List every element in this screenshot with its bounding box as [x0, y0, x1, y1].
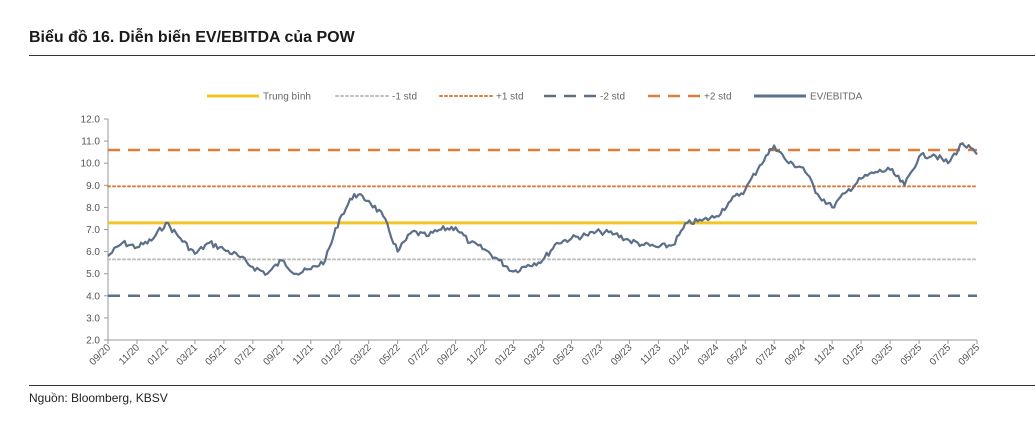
- x-tick-label: 03/25: [870, 342, 896, 368]
- x-tick-label: 07/24: [754, 342, 780, 368]
- x-tick-label: 01/23: [493, 342, 519, 368]
- legend-label: +2 std: [704, 92, 732, 103]
- chart-axes: 2.0 3.0 4.0 5.0 6.0 7.0 8.0 9.0 10.0 11.0 12.0 09/2…: [81, 115, 983, 368]
- x-tick-label: 07/25: [928, 342, 954, 368]
- x-tick-label: 05/24: [725, 342, 751, 368]
- source-note: Nguồn: Bloomberg, KBSV: [29, 391, 168, 405]
- y-tick-label: 8.0: [86, 203, 100, 214]
- series-layer: [107, 142, 978, 276]
- ev-ebitda-series-line: [107, 142, 978, 276]
- x-tick-label: 03/23: [522, 342, 548, 368]
- x-tick-label: 11/23: [639, 342, 664, 367]
- x-tick-label: 11/20: [117, 342, 142, 367]
- x-tick-label: 11/24: [812, 342, 837, 367]
- x-tick-label: 05/22: [377, 342, 403, 368]
- x-tick-label: 07/21: [232, 342, 258, 368]
- legend-label: -1 std: [392, 92, 417, 103]
- x-tick-label: 03/22: [348, 342, 374, 368]
- x-tick-label: 01/24: [667, 342, 693, 368]
- x-tick-label: 09/22: [435, 342, 461, 368]
- title-divider: [29, 55, 1035, 56]
- legend-label: -2 std: [600, 92, 625, 103]
- x-tick-label: 07/23: [580, 342, 606, 368]
- x-tick-label: 01/25: [841, 342, 867, 368]
- y-tick-label: 3.0: [86, 313, 100, 324]
- y-tick-label: 5.0: [86, 269, 100, 280]
- x-tick-label: 11/21: [291, 342, 316, 367]
- x-tick-label: 07/22: [406, 342, 432, 368]
- x-tick-label: 01/21: [146, 342, 172, 368]
- ev-ebitda-chart: Trung bình -1 std +1 std -2 std +2 std EV/EBI…: [81, 92, 983, 368]
- chart-title: Biểu đồ 16. Diễn biến EV/EBITDA của POW: [29, 29, 355, 46]
- x-tick-label: 09/24: [783, 342, 809, 368]
- y-tick-label: 10.0: [81, 159, 101, 170]
- y-tick-label: 4.0: [86, 291, 100, 302]
- x-tick-label: 03/24: [696, 342, 722, 368]
- x-tick-label: 09/23: [609, 342, 635, 368]
- legend-label: EV/EBITDA: [810, 92, 863, 103]
- x-tick-label: 01/22: [319, 342, 345, 368]
- legend-label: Trung bình: [263, 92, 311, 103]
- x-tick-label: 09/25: [957, 342, 983, 368]
- chart-legend: Trung bình -1 std +1 std -2 std +2 std EV/EBI…: [207, 92, 863, 103]
- y-tick-label: 6.0: [86, 247, 100, 258]
- x-tick-label: 05/21: [204, 342, 230, 368]
- x-tick-label: 03/21: [175, 342, 201, 368]
- x-tick-label: 11/22: [465, 342, 490, 367]
- y-tick-label: 7.0: [86, 225, 100, 236]
- y-tick-label: 9.0: [86, 181, 100, 192]
- legend-label: +1 std: [496, 92, 524, 103]
- reference-lines: [107, 148, 978, 298]
- x-tick-label: 09/21: [261, 342, 287, 368]
- x-tick-label: 05/25: [899, 342, 925, 368]
- y-tick-label: 11.0: [81, 137, 100, 148]
- x-tick-label: 05/23: [551, 342, 577, 368]
- source-divider: [29, 385, 1035, 386]
- y-tick-label: 12.0: [81, 115, 101, 126]
- y-tick-label: 2.0: [86, 336, 100, 347]
